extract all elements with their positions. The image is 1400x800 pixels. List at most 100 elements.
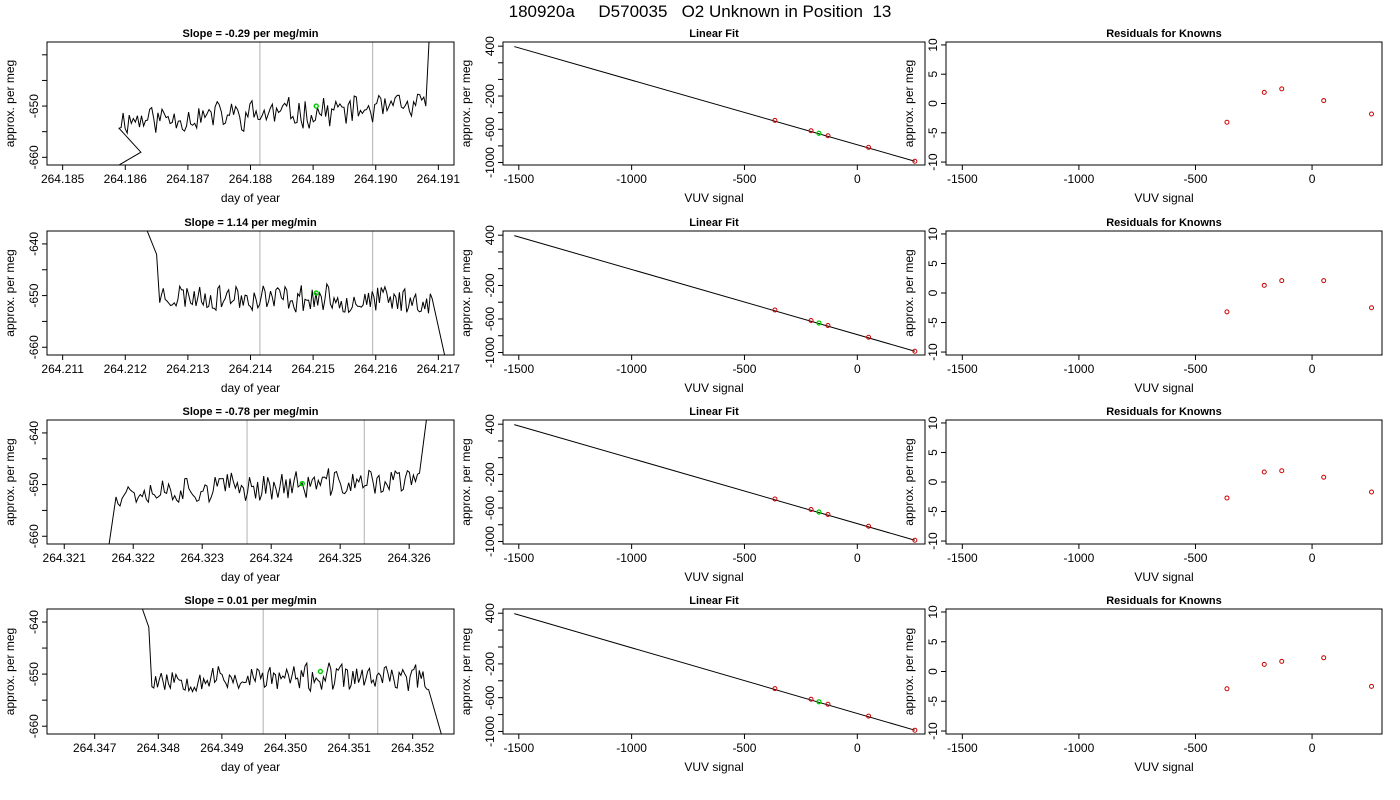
x-tick-label-trace-2: 264.323 [181, 551, 225, 565]
highlight-point-trace-0 [313, 103, 319, 109]
plot-frame-fit-1 [502, 230, 926, 356]
plot-area-trace-2 [108, 420, 427, 544]
known-point-fit-0 [772, 117, 778, 123]
x-tick-label-trace-1: 264.215 [291, 362, 335, 376]
plot-area-fit-2 [514, 424, 918, 543]
x-tick-label-trace-0: 264.189 [291, 172, 335, 186]
x-tick-label-trace-2: 264.322 [112, 551, 156, 565]
y-axis-label-fit-1: approx. per meg [459, 249, 473, 336]
x-tick-label-fit-3: -500 [732, 741, 756, 755]
x-tick-label-fit-0: 0 [854, 172, 861, 186]
x-axis-label-trace-3: day of year [221, 760, 280, 774]
y-axis-label-trace-3: approx. per meg [3, 628, 17, 715]
residual-point-resid-2 [1279, 468, 1285, 474]
plot-frame-trace-0 [46, 41, 455, 166]
x-tick-label-trace-1: 264.212 [104, 362, 148, 376]
x-tick-label-resid-0: -1000 [1064, 172, 1095, 186]
panel-fit-0: Linear Fit -1500 -1000 -500 0 VUV signal -1000… [459, 28, 926, 205]
y-tick-label-trace-3: -640 [27, 610, 41, 634]
highlight-point-trace-1 [313, 290, 319, 296]
x-tick-label-fit-1: -1000 [616, 362, 647, 376]
residual-point-resid-1 [1261, 282, 1267, 288]
data-trace-trace-2 [108, 420, 427, 544]
panel-title-trace-3: Slope = 0.01 per meg/min [184, 595, 317, 607]
y-tick-label-fit-1: -200 [483, 273, 497, 297]
y-tick-label-resid-0: 10 [926, 38, 940, 52]
x-tick-label-resid-0: 0 [1309, 172, 1316, 186]
y-tick-label-fit-3: -1000 [483, 716, 497, 747]
x-tick-label-fit-0: -500 [732, 172, 756, 186]
x-tick-label-resid-0: -1500 [947, 172, 978, 186]
page-title: 180920a D570035 O2 Unknown in Position 1… [508, 2, 892, 21]
residual-point-resid-2 [1261, 469, 1267, 475]
x-tick-label-trace-3: 264.350 [264, 741, 308, 755]
fit-line-fit-1 [514, 235, 915, 352]
plot-frame-resid-3 [945, 608, 1383, 735]
panel-trace-0: Slope = -0.29 per meg/min 264.185 264.186 2… [3, 28, 460, 205]
x-tick-label-trace-0: 264.187 [166, 172, 210, 186]
y-tick-label-resid-0: 0 [926, 100, 940, 107]
residual-point-resid-0 [1261, 89, 1267, 95]
y-tick-label-resid-1: 0 [926, 289, 940, 296]
x-axis-label-resid-2: VUV signal [1134, 570, 1193, 584]
panel-fit-3: Linear Fit -1500 -1000 -500 0 VUV signal -1000… [459, 595, 926, 774]
x-axis-label-trace-2: day of year [221, 570, 280, 584]
y-axis-label-resid-1: approx. per meg [902, 249, 916, 336]
y-tick-label-resid-3: 0 [926, 668, 940, 675]
y-tick-label-resid-2: 0 [926, 478, 940, 485]
plot-frame-resid-0 [945, 41, 1383, 166]
known-point-fit-2 [772, 496, 778, 502]
known-point-fit-3 [772, 686, 778, 692]
plot-area-fit-3 [514, 613, 918, 733]
residual-point-resid-3 [1369, 683, 1375, 689]
x-tick-label-trace-3: 264.348 [137, 741, 181, 755]
residual-point-resid-0 [1321, 98, 1327, 104]
x-tick-label-trace-3: 264.347 [73, 741, 117, 755]
residual-point-resid-0 [1279, 86, 1285, 92]
unknown-point-fit-1 [816, 320, 822, 326]
y-axis-label-resid-3: approx. per meg [902, 628, 916, 715]
x-axis-label-fit-1: VUV signal [684, 381, 743, 395]
y-tick-label-fit-3: -200 [483, 652, 497, 676]
x-tick-label-trace-1: 264.216 [354, 362, 398, 376]
data-trace-trace-0 [118, 42, 430, 165]
y-tick-label-trace-2: -640 [27, 421, 41, 445]
panel-title-fit-0: Linear Fit [689, 28, 739, 40]
plot-frame-trace-2 [46, 419, 455, 545]
x-axis-label-resid-0: VUV signal [1134, 191, 1193, 205]
x-tick-label-trace-2: 264.321 [43, 551, 87, 565]
known-point-fit-0 [825, 133, 831, 139]
y-tick-label-resid-1: -5 [926, 317, 940, 328]
known-point-fit-0 [912, 158, 918, 164]
panel-title-resid-2: Residuals for Knowns [1106, 406, 1222, 418]
y-tick-label-fit-2: -600 [483, 496, 497, 520]
residual-point-resid-1 [1321, 278, 1327, 284]
known-point-fit-0 [808, 128, 814, 134]
y-tick-label-fit-1: -1000 [483, 337, 497, 368]
y-tick-label-resid-0: -5 [926, 127, 940, 138]
x-tick-label-fit-1: -1500 [503, 362, 534, 376]
y-tick-label-trace-1: -650 [27, 283, 41, 307]
known-point-fit-3 [866, 713, 872, 719]
y-tick-label-resid-0: -10 [926, 153, 940, 171]
y-tick-label-fit-3: 400 [483, 603, 497, 623]
plot-area-trace-3 [141, 609, 442, 734]
plot-area-resid-0 [1224, 86, 1375, 125]
known-point-fit-2 [808, 506, 814, 512]
x-tick-label-resid-3: 0 [1309, 741, 1316, 755]
x-tick-label-trace-1: 264.214 [229, 362, 273, 376]
x-axis-label-resid-1: VUV signal [1134, 381, 1193, 395]
plot-frame-fit-2 [502, 419, 926, 545]
unknown-point-fit-0 [816, 130, 822, 136]
residual-point-resid-3 [1321, 655, 1327, 661]
y-axis-label-fit-2: approx. per meg [459, 438, 473, 525]
x-tick-label-resid-3: -500 [1183, 741, 1207, 755]
x-tick-label-fit-3: -1000 [616, 741, 647, 755]
x-tick-label-fit-1: -500 [732, 362, 756, 376]
residual-point-resid-2 [1224, 495, 1230, 501]
y-axis-label-resid-0: approx. per meg [902, 60, 916, 147]
x-tick-label-fit-2: -500 [732, 551, 756, 565]
y-tick-label-resid-2: 5 [926, 449, 940, 456]
panel-trace-1: Slope = 1.14 per meg/min 264.211 264.212 26… [3, 217, 460, 395]
